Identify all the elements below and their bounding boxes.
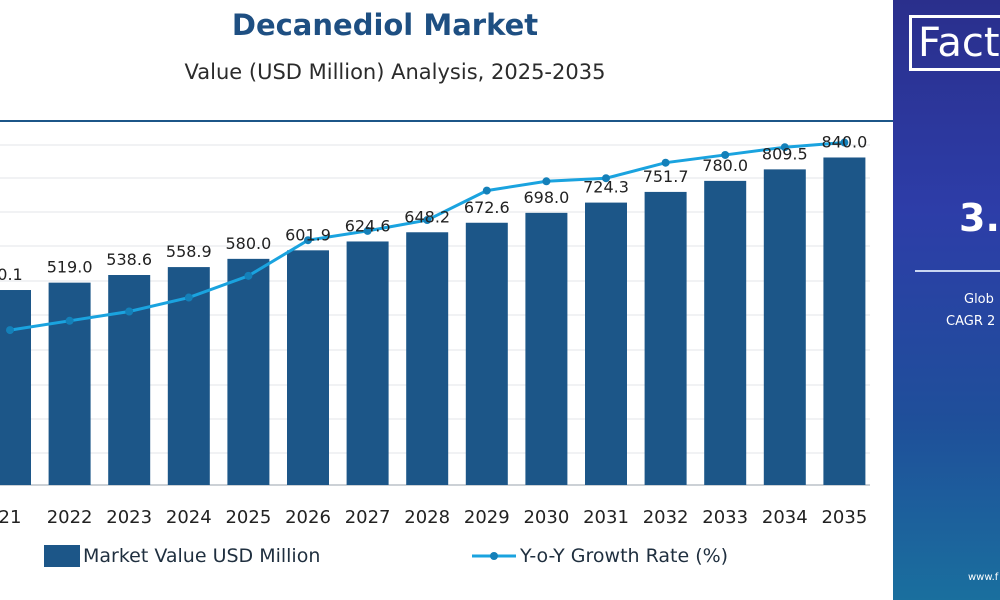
bar-2026	[287, 250, 329, 485]
legend-label-growth-rate: Y-o-Y Growth Rate (%)	[520, 545, 729, 567]
bar-2033	[704, 180, 747, 486]
chart-subtitle: Value (USD Million) Analysis, 2025-2035	[184, 60, 606, 84]
growth-point-2023	[125, 307, 134, 316]
bar-2035	[823, 157, 866, 485]
growth-point-2032	[661, 158, 670, 167]
data-label-2025: 580.0	[225, 234, 271, 253]
x-tick-2030: 2030	[523, 507, 569, 528]
brand-logo: Fact	[909, 15, 1000, 71]
data-label-2032: 751.7	[643, 167, 689, 186]
growth-point-2031	[602, 174, 610, 183]
growth-point-2024	[184, 293, 193, 302]
data-label-2035: 840.0	[821, 132, 867, 151]
bar-2027	[346, 241, 389, 485]
bar-2023	[108, 274, 151, 485]
side-footer-url: www.f	[968, 572, 999, 583]
growth-point-2021	[6, 326, 14, 335]
bar-2025	[227, 258, 270, 485]
bar-2031	[585, 202, 627, 485]
x-tick-2031: 2031	[583, 507, 629, 528]
chart-title: Decanediol Market	[231, 8, 539, 42]
x-tick-2026: 2026	[285, 507, 331, 528]
chart-plot: 0.1 519.0 538.6 558.9 580.0 601.9 624.6 648.2 67…	[0, 120, 893, 528]
data-label-2026: 601.9	[285, 225, 331, 244]
growth-point-2025	[244, 271, 253, 280]
chart-panel: 0.1 519.0 538.6 558.9 580.0 601.9 624.6 648.2 67…	[0, 8, 893, 567]
x-tick-2034: 2034	[762, 507, 808, 528]
x-tick-2025: 2025	[225, 507, 271, 528]
x-tick-2028: 2028	[404, 507, 450, 528]
legend-swatch-market-value	[44, 545, 80, 567]
x-tick-2032: 2032	[643, 507, 689, 528]
growth-point-2033	[721, 150, 730, 159]
data-label-2022: 519.0	[47, 258, 93, 277]
growth-point-2035	[840, 138, 849, 147]
side-divider	[915, 270, 1000, 272]
growth-point-2029	[482, 186, 491, 195]
bar-2030	[525, 212, 568, 485]
x-tick-2021: 21	[0, 507, 21, 528]
growth-point-2022	[65, 316, 74, 325]
data-label-2034: 809.5	[762, 144, 808, 163]
bar-2028	[406, 232, 449, 485]
data-label-2031: 724.3	[583, 178, 629, 197]
bar-2034	[763, 169, 806, 485]
growth-point-2027	[363, 226, 372, 235]
x-tick-2027: 2027	[345, 507, 391, 528]
bar-2021	[0, 290, 31, 485]
side-panel: Fact 3. Glob CAGR 2 www.f	[893, 0, 1000, 600]
legend-label-market-value: Market Value USD Million	[83, 545, 321, 567]
data-label-2024: 558.9	[166, 242, 212, 261]
data-label-2027: 624.6	[345, 216, 391, 235]
data-label-2021: 0.1	[0, 265, 23, 284]
bar-2022	[48, 282, 91, 485]
data-label-2033: 780.0	[702, 156, 748, 175]
growth-point-2026	[304, 236, 312, 245]
data-label-2030: 698.0	[523, 188, 569, 207]
x-tick-2035: 2035	[821, 507, 867, 528]
x-tick-2024: 2024	[166, 507, 212, 528]
cagr-label-line1: Glob	[964, 292, 994, 307]
growth-point-2030	[542, 177, 551, 186]
legend-swatch-growth-rate	[472, 552, 516, 560]
data-label-2023: 538.6	[106, 250, 152, 269]
cagr-value: 3.	[959, 196, 1000, 240]
x-tick-2029: 2029	[464, 507, 510, 528]
growth-point-2028	[423, 216, 432, 225]
cagr-label-line2: CAGR 2	[946, 314, 996, 329]
x-tick-2033: 2033	[702, 507, 748, 528]
x-tick-2023: 2023	[106, 507, 152, 528]
bar-2032	[644, 191, 687, 485]
bar-2029	[465, 222, 508, 485]
growth-point-2034	[780, 143, 789, 152]
data-label-2028: 648.2	[404, 207, 450, 226]
bar-2024	[167, 267, 210, 485]
x-tick-2022: 2022	[47, 507, 93, 528]
data-label-2029: 672.6	[464, 198, 510, 217]
